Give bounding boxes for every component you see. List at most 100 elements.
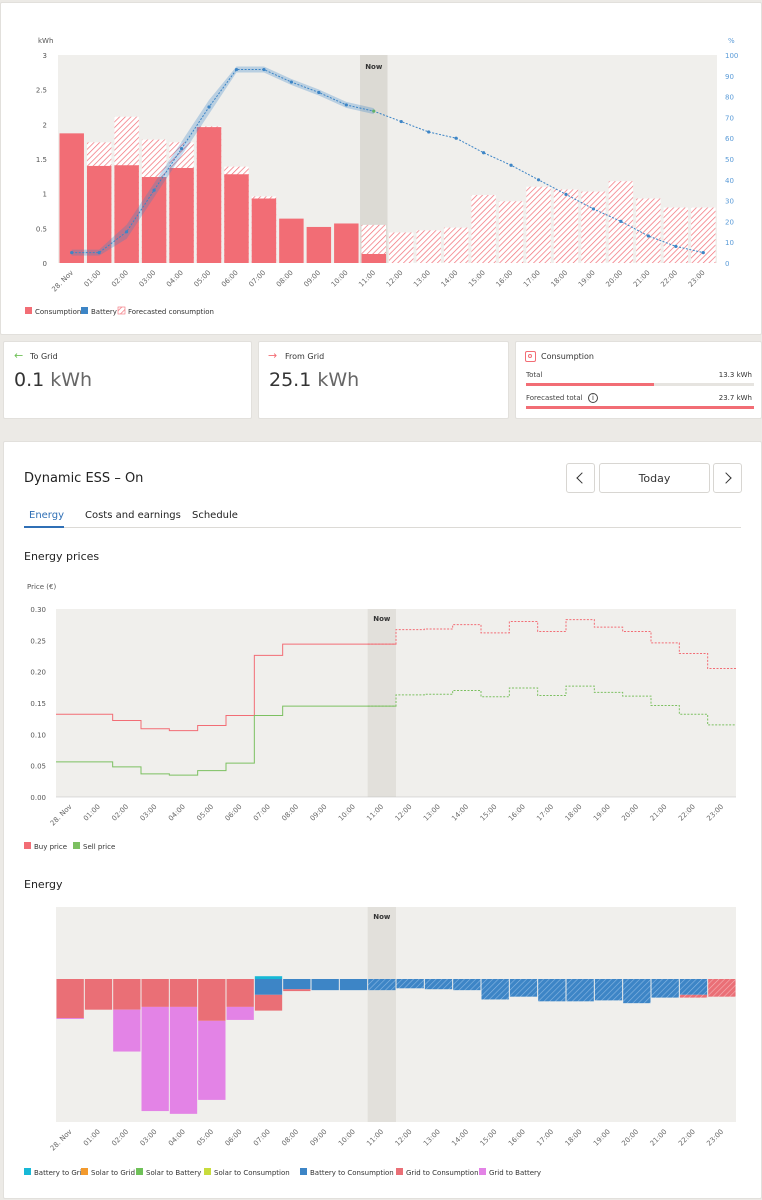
price-legend-swatch [24, 842, 31, 849]
to-grid-value: 0.1 kWh [14, 369, 93, 391]
energy-bar [339, 979, 368, 991]
energy-now-label: Now [373, 913, 391, 921]
energy-prices-heading: Energy prices [24, 550, 100, 563]
price-x-tick: 19:00 [592, 803, 612, 823]
total-label: Total [526, 371, 543, 379]
y-tick-left: 3 [43, 52, 47, 60]
energy-x-tick: 21:00 [649, 1128, 669, 1148]
forecast-bar [416, 230, 441, 263]
energy-bar [311, 979, 339, 991]
energy-x-tick: 01:00 [82, 1128, 102, 1148]
legend-label: Forecasted consumption [128, 308, 214, 316]
energy-bar [198, 979, 226, 1021]
energy-x-tick: 08:00 [280, 1128, 300, 1148]
energy-bar [56, 1018, 84, 1019]
energy-bar [198, 1020, 226, 1100]
price-x-tick: 11:00 [365, 803, 385, 823]
energy-legend-swatch [136, 1168, 143, 1175]
consumption-bar [279, 218, 304, 263]
energy-bar [254, 994, 283, 1011]
energy-bar [708, 979, 736, 997]
price-y-tick: 0.05 [30, 763, 46, 771]
energy-legend-label: Solar to Consumption [214, 1169, 290, 1177]
energy-bar [594, 979, 623, 1001]
energy-bar [453, 979, 481, 991]
legend-swatch [117, 306, 126, 315]
y-tick-right: 100 [725, 52, 738, 60]
battery-point [646, 234, 650, 238]
energy-x-tick: 17:00 [535, 1128, 555, 1148]
from-grid-card: → From Grid 25.1 kWh [258, 341, 509, 419]
energy-legend-swatch [300, 1168, 307, 1175]
y-tick-left: 0 [43, 260, 47, 268]
price-x-tick: 06:00 [224, 803, 244, 823]
energy-x-tick: 20:00 [620, 1128, 640, 1148]
energy-legend-swatch [81, 1168, 88, 1175]
x-tick-label: 15:00 [467, 269, 487, 289]
energy-legend-swatch [479, 1168, 486, 1175]
energy-x-tick: 06:00 [224, 1128, 244, 1148]
active-tab-indicator [24, 526, 64, 528]
consumption-bar [306, 226, 332, 263]
x-tick-label: 28. Nov [50, 269, 75, 294]
tab-energy[interactable]: Energy [29, 510, 65, 521]
energy-legend-label: Solar to Battery [146, 1169, 201, 1177]
energy-x-tick: 16:00 [507, 1128, 527, 1148]
battery-line [71, 69, 704, 254]
price-x-tick: 13:00 [422, 803, 442, 823]
forecast-total-value: 23.7 kWh [718, 394, 752, 402]
energy-bar [226, 1006, 254, 1020]
price-x-tick: 10:00 [337, 803, 357, 823]
x-tick-label: 18:00 [549, 269, 569, 289]
y-unit-right: % [728, 37, 735, 45]
energy-x-tick: 15:00 [479, 1128, 499, 1148]
consumption-label: Consumption [541, 352, 594, 361]
energy-bar [368, 979, 396, 991]
energy-x-tick: 22:00 [677, 1128, 697, 1148]
date-selector-button[interactable]: Today [599, 463, 710, 493]
battery-point [454, 136, 458, 140]
energy-prices-chart: Price (€) Now 0.30 0.25 0.20 0.15 0.10 0.05 0.00… [24, 583, 736, 851]
forecast-bar [443, 227, 469, 263]
y-tick-right: 30 [725, 198, 734, 206]
price-x-tick: 16:00 [507, 803, 527, 823]
energy-x-tick: 18:00 [564, 1128, 584, 1148]
energy-legend-label: Grid to Consumption [406, 1169, 479, 1177]
y-tick-right: 40 [725, 177, 734, 185]
energy-x-tick: 10:00 [337, 1128, 357, 1148]
next-day-button[interactable] [713, 463, 742, 493]
energy-legend-swatch [396, 1168, 403, 1175]
tab-costs-and-earnings[interactable]: Costs and earnings [85, 510, 181, 521]
y-tick-right: 10 [725, 239, 734, 247]
arrow-right-icon: → [268, 349, 278, 362]
consumption-bar [59, 133, 84, 263]
x-tick-label: 23:00 [687, 269, 707, 289]
battery-point [317, 90, 321, 95]
x-tick-label: 10:00 [330, 269, 350, 289]
consumption-card: Consumption Total 13.3 kWh Forecasted to… [515, 341, 762, 419]
legend-swatch [25, 307, 32, 314]
price-x-tick: 17:00 [535, 803, 555, 823]
price-legend-label: Buy price [34, 843, 67, 851]
x-tick-label: 16:00 [495, 269, 515, 289]
info-icon[interactable]: i [588, 393, 598, 403]
energy-bar [226, 979, 254, 1007]
price-x-tick: 20:00 [620, 803, 640, 823]
date-label: Today [638, 472, 671, 485]
price-x-tick: 05:00 [195, 803, 215, 823]
price-x-tick: 01:00 [82, 803, 102, 823]
tab-schedule[interactable]: Schedule [192, 510, 238, 521]
price-y-tick: 0.30 [30, 606, 46, 614]
y-tick-right: 50 [725, 156, 734, 164]
y-tick-left: 1 [43, 191, 47, 199]
energy-bar [113, 1009, 141, 1052]
chevron-left-icon [576, 472, 588, 484]
previous-day-button[interactable] [566, 463, 595, 493]
dess-title: Dynamic ESS – On [24, 471, 144, 486]
to-grid-label: To Grid [30, 352, 58, 361]
forecast-bar [581, 191, 606, 263]
battery-point [207, 105, 211, 109]
x-tick-label: 02:00 [110, 269, 130, 289]
battery-point [179, 147, 184, 151]
energy-legend-swatch [204, 1168, 211, 1175]
